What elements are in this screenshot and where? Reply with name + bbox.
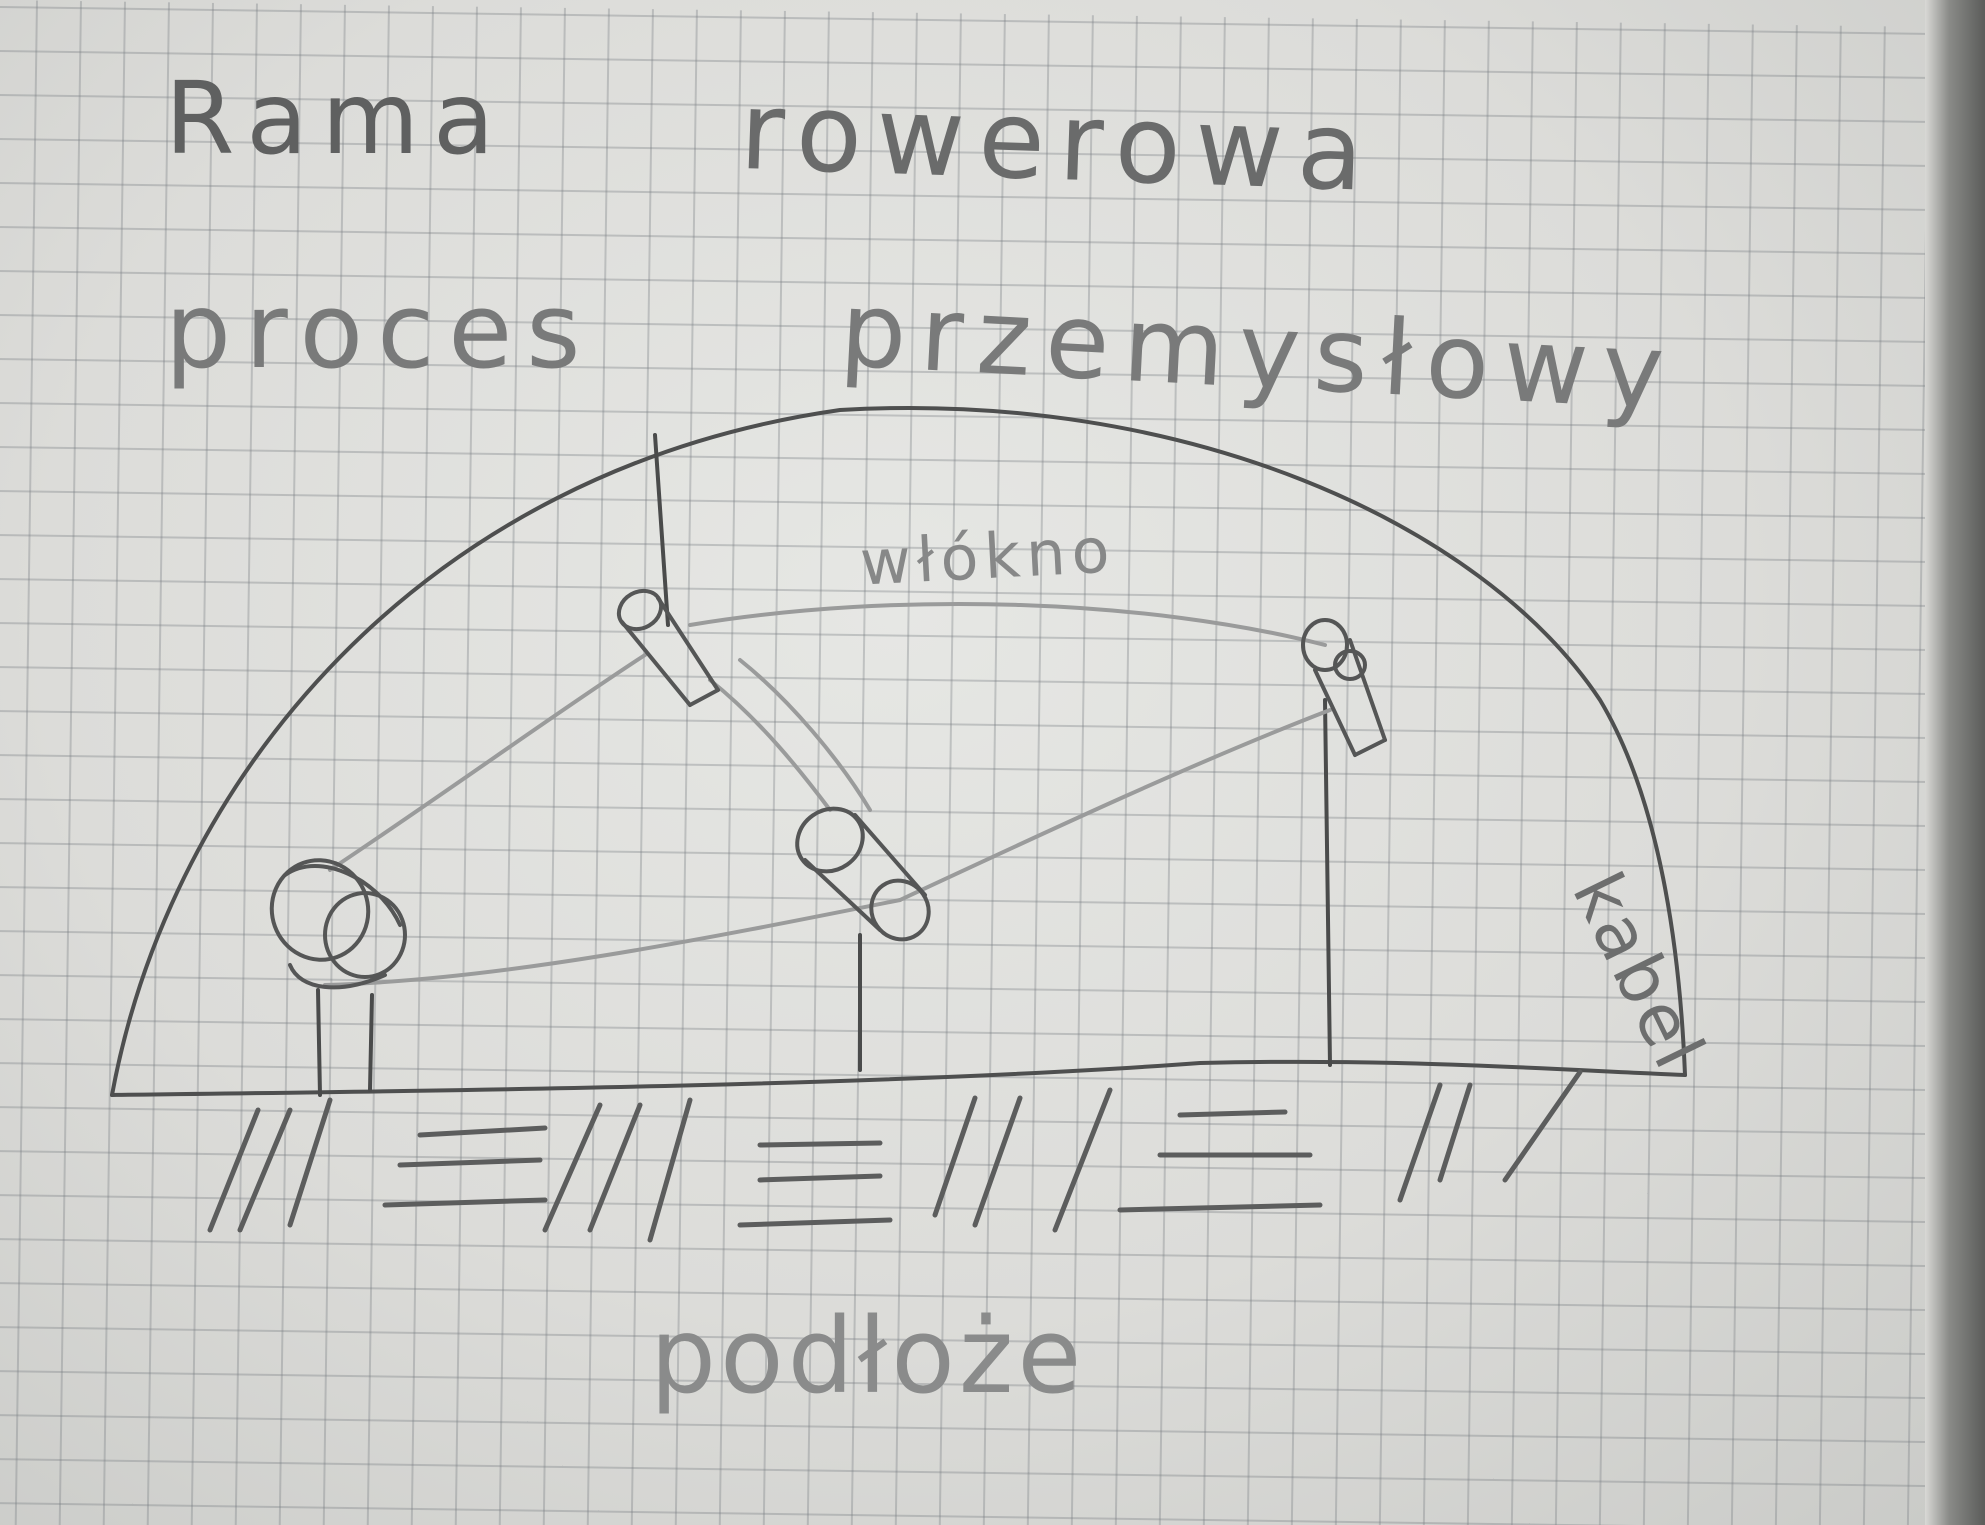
ground-line [112, 1062, 1685, 1095]
label-chain: włókno [858, 513, 1117, 599]
dome-arc [112, 408, 1685, 1095]
linkage-lines [325, 604, 1330, 985]
label-ground: podłoże [650, 1295, 1085, 1417]
title-word-2: rowerowa [738, 69, 1379, 216]
pulley-left [258, 847, 405, 988]
pulley-right [1303, 620, 1385, 755]
support-posts [318, 435, 1330, 1095]
ground-hatching [210, 1072, 1580, 1240]
title-word-1: Rama [165, 60, 508, 177]
pulley-middle [785, 796, 940, 951]
subtitle-word-1: proces [165, 270, 594, 392]
